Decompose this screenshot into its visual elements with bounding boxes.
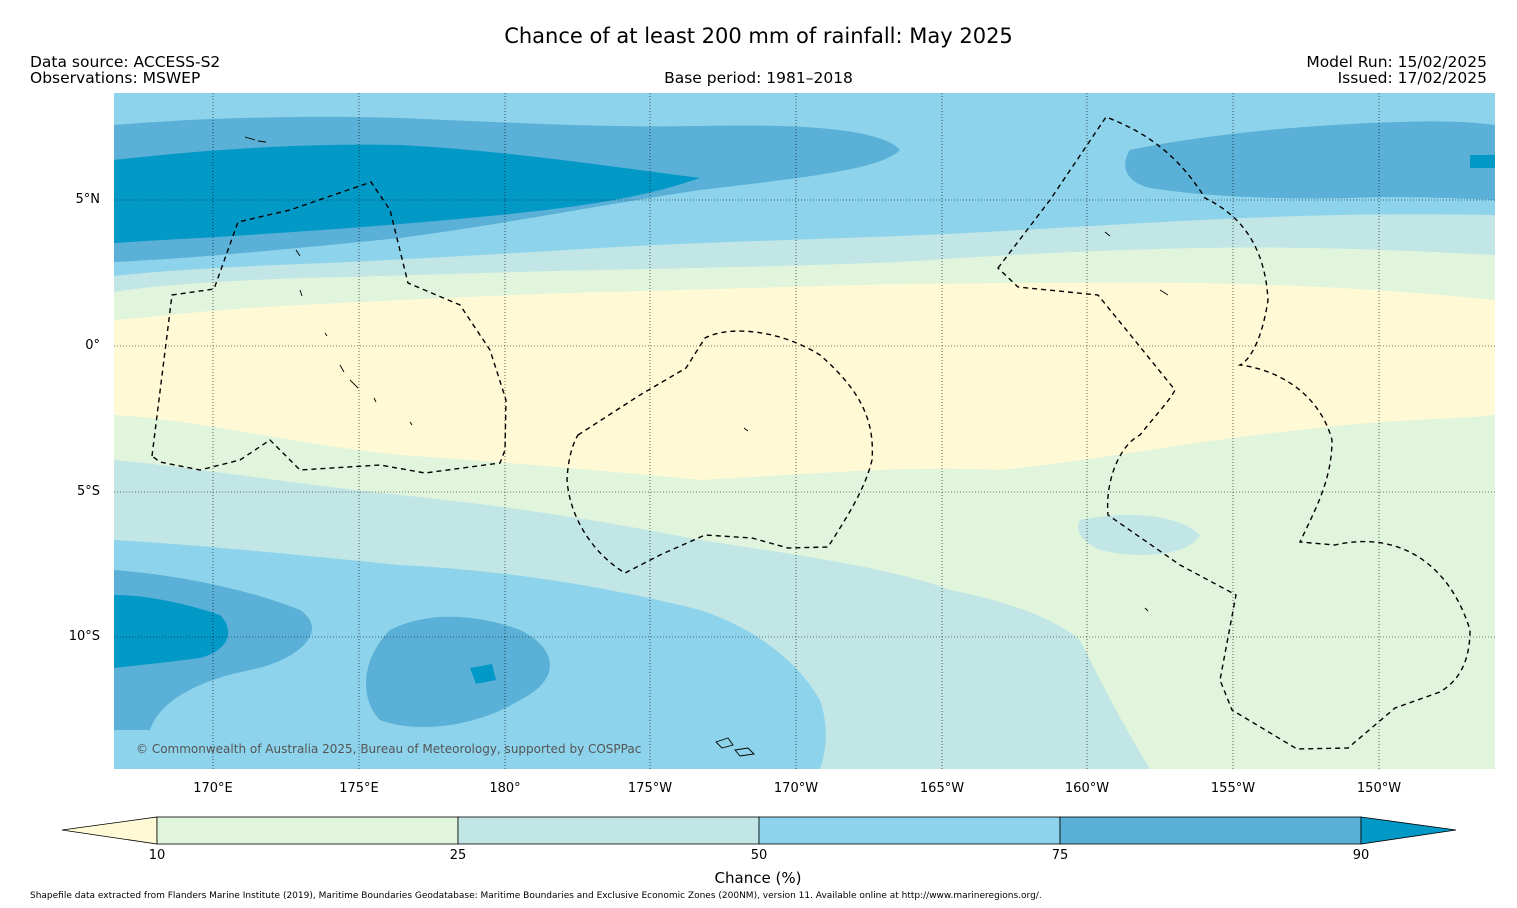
island-kiribati-north bbox=[295, 249, 328, 337]
colorbar-under-arrow bbox=[61, 816, 158, 845]
lon-label-155w: 155°W bbox=[1210, 781, 1256, 796]
band-90-plus-north bbox=[114, 144, 700, 243]
band-10-25-far-southeast bbox=[1380, 729, 1495, 769]
colorbar-segment-10-25 bbox=[156, 816, 459, 845]
copyright-notice: © Commonwealth of Australia 2025, Bureau… bbox=[136, 742, 642, 756]
colorbar-label-90: 90 bbox=[1352, 848, 1370, 863]
island-tuvalu bbox=[339, 364, 413, 426]
lon-label-180: 180° bbox=[489, 781, 521, 796]
eez-boundary-kiribati-gilbert bbox=[151, 181, 507, 474]
lon-label-150w: 150°W bbox=[1356, 781, 1402, 796]
colorbar-over-arrow bbox=[1360, 816, 1457, 845]
lat-label-5s: 5°S bbox=[76, 484, 100, 499]
island-samoa-savaii bbox=[734, 747, 755, 757]
lon-label-175w: 175°W bbox=[627, 781, 673, 796]
colorbar-title: Chance (%) bbox=[714, 869, 802, 887]
band-90-plus-northeast bbox=[1470, 155, 1495, 168]
colorbar-label-25: 25 bbox=[449, 848, 467, 863]
eez-boundary-kiribati-line bbox=[997, 116, 1471, 750]
probability-field bbox=[114, 93, 1495, 769]
model-run-label: Model Run: 15/02/2025 bbox=[1306, 53, 1487, 71]
lat-label-5n: 5°N bbox=[75, 192, 101, 207]
lon-label-165w: 165°W bbox=[919, 781, 965, 796]
band-75-90-fiji bbox=[366, 616, 550, 728]
band-25-50-east-south bbox=[1078, 515, 1200, 555]
lat-label-0: 0° bbox=[85, 338, 100, 353]
colorbar-segment-50-75 bbox=[758, 816, 1061, 845]
base-period-label: Base period: 1981–2018 bbox=[664, 69, 853, 87]
lon-label-170w: 170°W bbox=[773, 781, 819, 796]
colorbar-segment-25-50 bbox=[457, 816, 760, 845]
band-90-plus-fiji bbox=[470, 664, 496, 684]
lon-label-175e: 175°E bbox=[339, 781, 379, 796]
lat-label-10s: 10°S bbox=[68, 629, 100, 644]
issued-label: Issued: 17/02/2025 bbox=[1337, 69, 1487, 87]
lon-label-170e: 170°E bbox=[193, 781, 233, 796]
lon-label-160w: 160°W bbox=[1064, 781, 1110, 796]
islands bbox=[244, 136, 1169, 757]
band-75-90-northeast bbox=[1125, 121, 1495, 200]
colorbar-label-50: 50 bbox=[750, 848, 768, 863]
colorbar bbox=[61, 816, 1457, 845]
band-90-plus-south bbox=[114, 595, 229, 668]
colorbar-label-75: 75 bbox=[1051, 848, 1069, 863]
eez-boundary-kiribati-phoenix bbox=[566, 330, 874, 574]
island-marshall bbox=[244, 136, 267, 143]
island-samoa-upolu bbox=[715, 737, 734, 749]
eez-boundaries bbox=[151, 116, 1471, 750]
colorbar-label-10: 10 bbox=[148, 848, 166, 863]
island-line-islands bbox=[1104, 231, 1169, 612]
island-tokelau bbox=[743, 427, 749, 432]
colorbar-segment-75-90 bbox=[1059, 816, 1362, 845]
footer-attribution: Shapefile data extracted from Flanders M… bbox=[30, 891, 1042, 901]
observations-label: Observations: MSWEP bbox=[30, 69, 201, 87]
data-source-label: Data source: ACCESS-S2 bbox=[30, 53, 221, 71]
chart-title: Chance of at least 200 mm of rainfall: M… bbox=[504, 24, 1013, 48]
